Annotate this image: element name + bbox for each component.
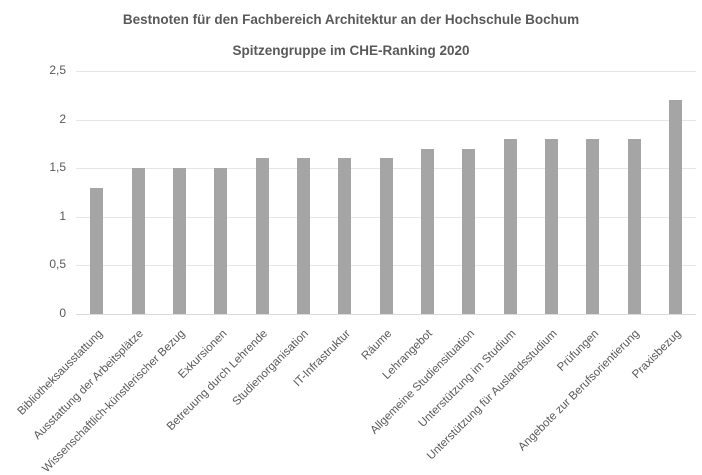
gridline [76, 120, 696, 121]
y-tick-label: 0 [59, 306, 66, 320]
gridline [76, 71, 696, 72]
bar [380, 158, 393, 314]
bar [214, 168, 227, 314]
bar [462, 149, 475, 314]
bar [297, 158, 310, 314]
y-tick-label: 1 [59, 209, 66, 223]
bar [132, 168, 145, 314]
x-tick-label: Studienorganisation [230, 327, 311, 409]
y-tick-label: 1,5 [49, 160, 66, 174]
bar [90, 188, 103, 314]
bar [545, 139, 558, 314]
y-tick-label: 2,5 [49, 63, 66, 77]
bar [586, 139, 599, 314]
bar [256, 158, 269, 314]
bar [669, 100, 682, 314]
y-tick-label: 2 [59, 112, 66, 126]
x-tick-label: Räume [359, 327, 395, 363]
y-tick-label: 0,5 [49, 257, 66, 271]
bar [421, 149, 434, 314]
chart-title: Bestnoten für den Fachbereich Architektu… [122, 12, 580, 27]
bar [173, 168, 186, 314]
bar [628, 139, 641, 314]
chart-subtitle: Spitzengruppe im CHE-Ranking 2020 [232, 43, 470, 58]
bar [338, 158, 351, 314]
bar [504, 139, 517, 314]
x-axis-line [76, 314, 696, 315]
